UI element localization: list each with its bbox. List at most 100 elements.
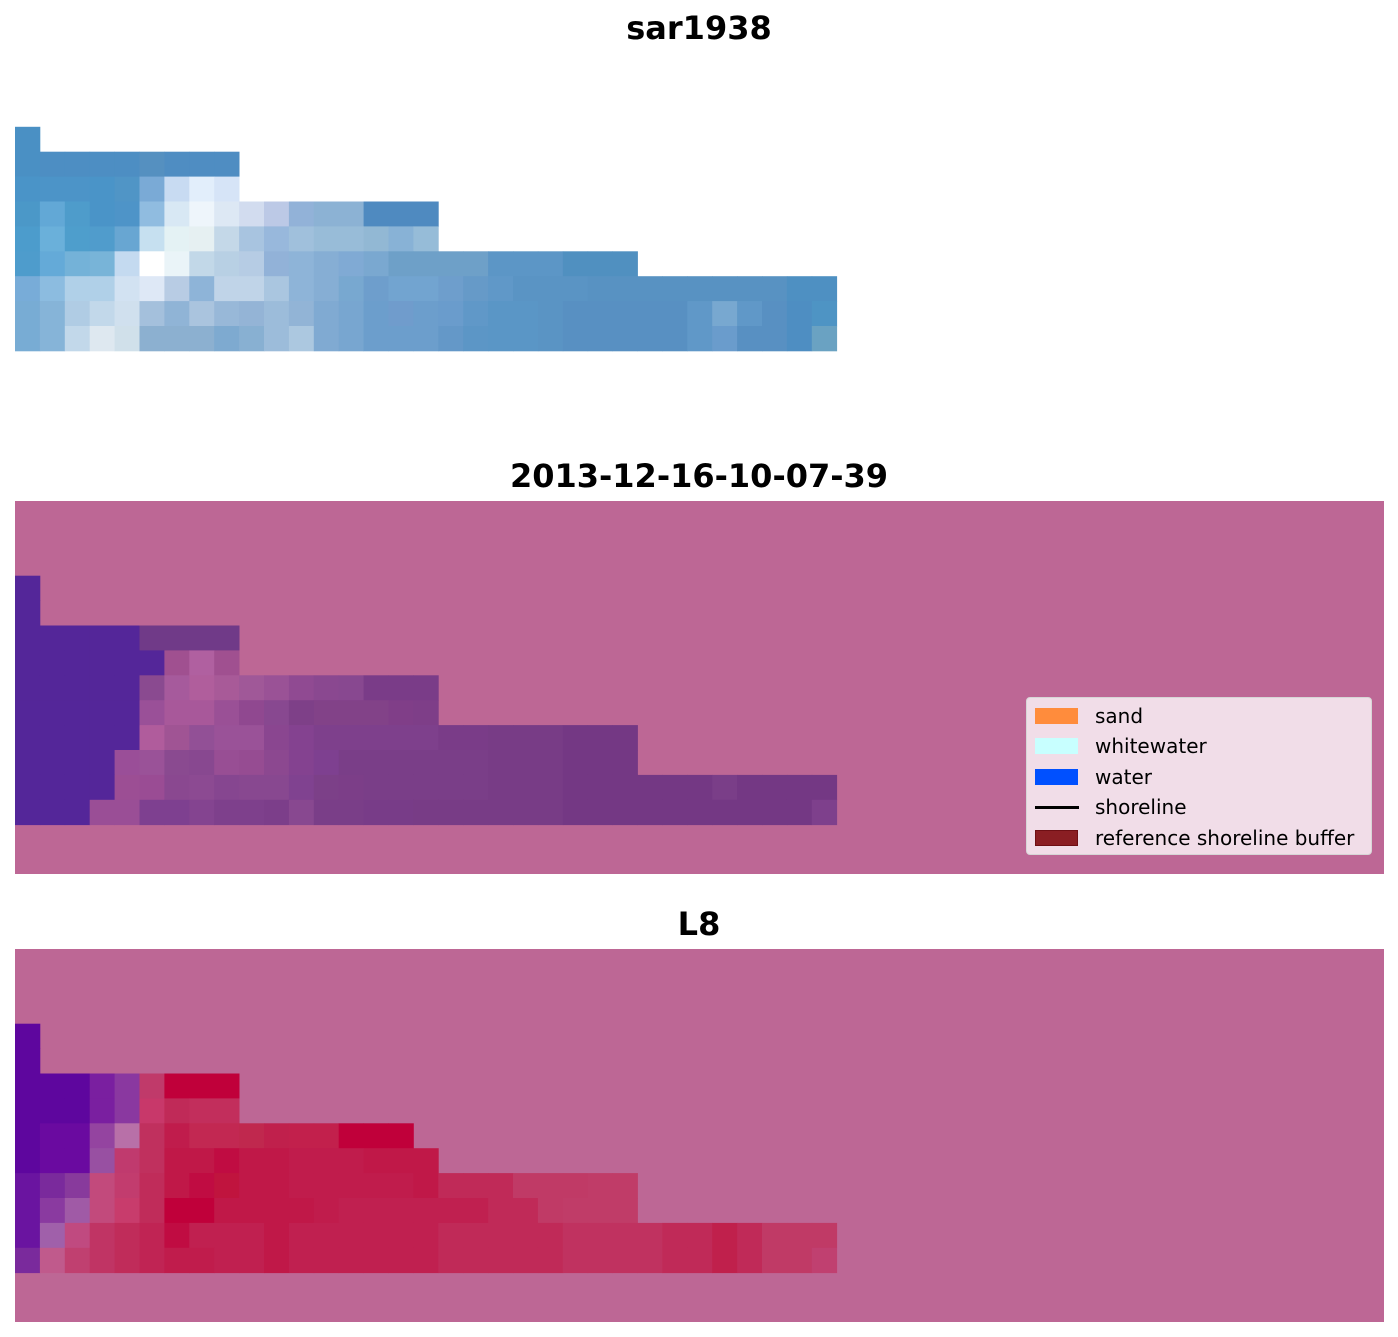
heatmap-cell [463, 725, 489, 751]
heatmap-cell [39, 226, 66, 252]
heatmap-cell [587, 1247, 613, 1274]
heatmap-cell [363, 675, 389, 701]
heatmap-cell [15, 575, 41, 601]
heatmap-cell [562, 1173, 589, 1199]
heatmap-cell [413, 276, 439, 302]
heatmap-cell [687, 799, 713, 826]
heatmap-cell [64, 1098, 91, 1124]
heatmap-cell [737, 1247, 763, 1274]
heatmap-cell [89, 1222, 115, 1249]
heatmap-cell [438, 251, 464, 277]
heatmap-cell [438, 301, 464, 327]
heatmap-cell [64, 326, 91, 352]
heatmap-cell [562, 251, 589, 277]
heatmap-cell [39, 1073, 66, 1099]
heatmap-cell [413, 700, 439, 726]
heatmap-cell [214, 276, 240, 302]
heatmap-cell [39, 700, 66, 726]
legend-swatch [1035, 738, 1078, 755]
heatmap-cell [39, 1198, 66, 1224]
heatmap-cell [214, 725, 240, 751]
heatmap-cell [637, 1222, 663, 1249]
heatmap-cell [413, 1222, 439, 1249]
heatmap-cell [139, 675, 165, 701]
heatmap-cell [139, 1123, 165, 1149]
heatmap-cell [64, 1148, 91, 1174]
heatmap-cell [189, 774, 215, 801]
heatmap-cell [463, 1247, 489, 1274]
heatmap-cell [89, 1198, 115, 1224]
heatmap-cell [313, 799, 340, 826]
heatmap-cell [89, 1247, 115, 1274]
legend-entry: reference shoreline buffer [1027, 823, 1371, 853]
heatmap-cell [712, 326, 738, 352]
heatmap-cell [164, 1098, 190, 1124]
heatmap-cell [64, 1247, 91, 1274]
heatmap-cell [587, 326, 613, 352]
heatmap-cell [338, 799, 364, 826]
heatmap-cell [338, 201, 364, 227]
heatmap-cell [587, 1222, 613, 1249]
heatmap-cell [786, 1222, 813, 1249]
heatmap-cell [388, 326, 414, 352]
heatmap-cell [562, 276, 589, 302]
heatmap-cell [64, 151, 91, 177]
heatmap-cell [214, 1073, 240, 1099]
heatmap-cell [762, 1247, 788, 1274]
heatmap-cell [114, 774, 140, 801]
heatmap-cell [189, 301, 215, 327]
heatmap-cell [139, 774, 165, 801]
heatmap-cell [288, 675, 315, 701]
heatmap-cell [164, 201, 190, 227]
heatmap-cell [463, 251, 489, 277]
heatmap-cell [811, 1247, 838, 1274]
heatmap-cell [413, 1247, 439, 1274]
heatmap-cell [537, 251, 564, 277]
heatmap-cell [288, 201, 315, 227]
heatmap-cell [288, 700, 315, 726]
heatmap-cell [15, 1222, 41, 1249]
heatmap-cell [239, 1198, 265, 1224]
heatmap-cell [438, 1173, 464, 1199]
heatmap-cell [288, 251, 315, 277]
heatmap-cell [612, 301, 638, 327]
heatmap-cell [164, 301, 190, 327]
heatmap-cell [388, 1123, 414, 1149]
heatmap-cell [164, 151, 190, 177]
heatmap-cell [39, 1098, 66, 1124]
heatmap-cell [363, 326, 389, 352]
heatmap-cell [114, 1222, 140, 1249]
heatmap-cell [338, 326, 364, 352]
heatmap-cell [89, 650, 115, 676]
heatmap-cell [288, 1123, 315, 1149]
heatmap-cell [164, 675, 190, 701]
heatmap-cell [463, 1222, 489, 1249]
heatmap-cell [363, 276, 389, 302]
heatmap-cell [737, 799, 763, 826]
heatmap-cell [288, 750, 315, 776]
heatmap-cell [139, 1198, 165, 1224]
heatmap-cell [15, 799, 41, 826]
heatmap-cell [15, 1247, 41, 1274]
heatmap-cell [39, 650, 66, 676]
title-sar1938: sar1938 [626, 9, 772, 47]
heatmap-cell [762, 276, 788, 302]
heatmap-cell [64, 799, 91, 826]
heatmap-cell [264, 301, 290, 327]
heatmap-cell [164, 1247, 190, 1274]
heatmap-cell [587, 1173, 613, 1199]
heatmap-cell [15, 1148, 41, 1174]
heatmap-cell [687, 301, 713, 327]
heatmap-cell [114, 176, 140, 202]
heatmap-cell [313, 725, 340, 751]
heatmap-cell [612, 799, 638, 826]
heatmap-cell [313, 251, 340, 277]
heatmap-cell [64, 1222, 91, 1249]
heatmap-cell [15, 774, 41, 801]
heatmap-cell [488, 1173, 514, 1199]
heatmap-cell [89, 301, 115, 327]
heatmap-cell [488, 1198, 514, 1224]
heatmap-cell [488, 301, 514, 327]
heatmap-cell [264, 226, 290, 252]
heatmap-cell [89, 176, 115, 202]
